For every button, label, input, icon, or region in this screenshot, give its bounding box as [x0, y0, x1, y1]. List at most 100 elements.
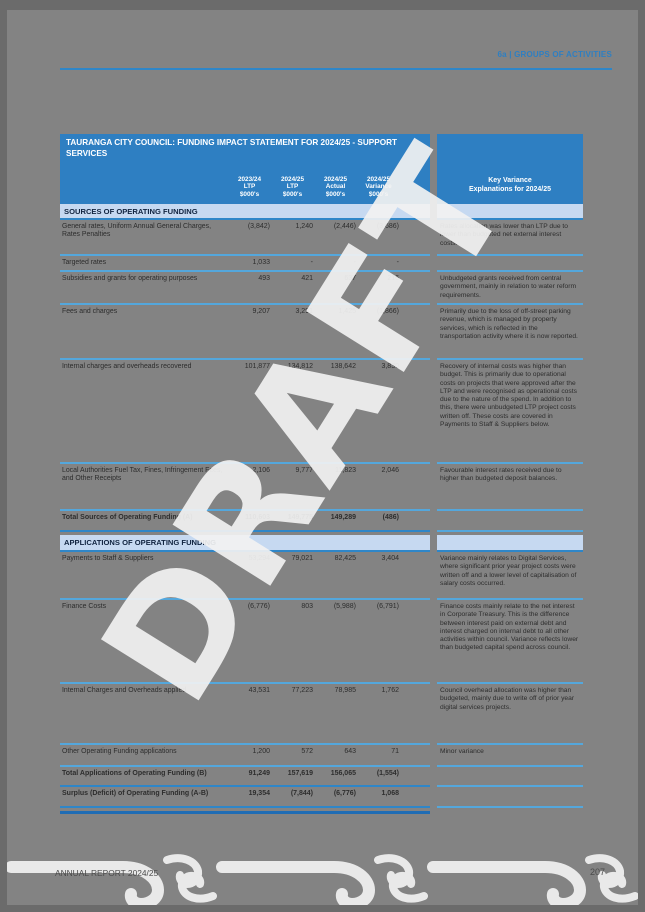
row-value: 1,068 [381, 790, 399, 797]
variance-note: Rates allocation was lower than LTP due … [437, 220, 583, 256]
row-value: 3,291 [295, 308, 313, 315]
row-value: 1,240 [295, 223, 313, 230]
row-value: 1,762 [381, 687, 399, 694]
row-label: Other Operating Funding applications [62, 748, 177, 755]
row-value: 71 [391, 748, 399, 755]
row-value: 493 [258, 275, 270, 282]
table-row: Finance Costs (6,776) 803 (5,988) (6,791… [60, 600, 430, 684]
row-label: Subsidies and grants for operating purpo… [62, 275, 198, 282]
row-value: 149,289 [330, 514, 356, 521]
row-label: Internal charges and overheads recovered [62, 363, 192, 370]
koru-pattern-icon [7, 851, 638, 905]
variance-note: Minor variance [437, 745, 583, 767]
right-spacer [400, 165, 430, 204]
row-value: 82,425 [334, 555, 356, 562]
row-value: (3,842) [247, 223, 270, 230]
row-value: 803 [301, 603, 313, 610]
row-value: 138,642 [330, 363, 356, 370]
report-page: 6a | GROUPS OF ACTIVITIES TAURANGA CITY … [7, 10, 638, 905]
row-value: 157,619 [287, 770, 313, 777]
footer-report-title: ANNUAL REPORT 2024/25 [55, 868, 159, 878]
row-value: 421 [301, 275, 313, 282]
row-label: Fees and charges [62, 308, 118, 315]
row-value: 216 [387, 275, 399, 282]
key-variance-sidebar: Key Variance Explanations for 2024/25 Ra… [437, 134, 583, 814]
row-value: 3,830 [381, 363, 399, 370]
variance-note-empty [437, 767, 583, 787]
row-label: Local Authorities Fuel Tax, Fines, Infri… [62, 467, 223, 483]
variance-note-empty [437, 787, 583, 808]
row-value: 149,775 [287, 514, 313, 521]
column-header-actual: 2024/25 Actual $000's [323, 175, 348, 199]
table-row: Targeted rates 1,033 - - - [60, 256, 430, 272]
row-label: Internal Charges and Overheads applied [62, 687, 187, 694]
row-value: - [353, 259, 356, 266]
row-value: 643 [344, 748, 356, 755]
row-value: (1,554) [376, 770, 399, 777]
row-value: 9,207 [252, 308, 270, 315]
variance-note: Primarily due to the loss of off-street … [437, 305, 583, 360]
row-label: Surplus (Deficit) of Operating Funding (… [62, 790, 209, 797]
variance-note: Favourable interest rates received due t… [437, 464, 583, 511]
row-value: (7,844) [290, 790, 313, 797]
row-label: General rates, Uniform Annual General Ch… [62, 223, 211, 239]
sidebar-band [437, 204, 583, 220]
table-row: Other Operating Funding applications 1,2… [60, 745, 430, 767]
row-value: 101,877 [244, 363, 270, 370]
row-value: 1,200 [252, 748, 270, 755]
row-value: (6,776) [247, 603, 270, 610]
column-header-row: 2023/24 LTP $000's 2024/25 LTP $000's 20… [60, 165, 430, 204]
table-row: Payments to Staff & Suppliers 53,294 79,… [60, 552, 430, 600]
header-rule [60, 68, 612, 70]
row-value: 637 [344, 275, 356, 282]
row-value: (5,988) [333, 603, 356, 610]
row-value: 9,777 [295, 467, 313, 474]
table-row: Subsidies and grants for operating purpo… [60, 272, 430, 305]
variance-note: Unbudgeted grants received from central … [437, 272, 583, 305]
table-row: Local Authorities Fuel Tax, Fines, Infri… [60, 464, 430, 511]
column-header-variance: 2024/25 Variance $000's [365, 175, 392, 199]
variance-note: Council overhead allocation was higher t… [437, 684, 583, 745]
table-row: Internal charges and overheads recovered… [60, 360, 430, 464]
funding-impact-table: TAURANGA CITY COUNCIL: FUNDING IMPACT ST… [60, 134, 430, 814]
row-value: 2,046 [381, 467, 399, 474]
table-row: Fees and charges 9,207 3,291 1,425 (1,86… [60, 305, 430, 360]
variance-note: Variance mainly relates to Digital Servi… [437, 552, 583, 600]
row-value: (6,791) [376, 603, 399, 610]
row-value: 110,603 [245, 514, 270, 521]
content-area: TAURANGA CITY COUNCIL: FUNDING IMPACT ST… [60, 134, 583, 814]
sidebar-title: Key Variance Explanations for 2024/25 [437, 134, 583, 204]
row-value: 77,223 [291, 687, 313, 694]
row-value: 19,354 [248, 790, 270, 797]
column-header-ltp-prev: 2023/24 LTP $000's [237, 175, 262, 199]
variance-note-empty [437, 256, 583, 272]
table-bottom-rule [60, 811, 430, 814]
row-value: 134,812 [287, 363, 313, 370]
variance-note: Finance costs mainly relate to the net i… [437, 600, 583, 684]
table-row: Internal Charges and Overheads applied 4… [60, 684, 430, 745]
row-label: Finance Costs [62, 603, 107, 610]
sources-section-header: SOURCES OF OPERATING FUNDING [60, 204, 430, 220]
row-value: (6,776) [333, 790, 356, 797]
row-value: 1,425 [338, 308, 356, 315]
sidebar-band [437, 535, 583, 552]
row-label: Payments to Staff & Suppliers [62, 555, 154, 562]
applications-section-header: APPLICATIONS OF OPERATING FUNDING [60, 535, 430, 552]
row-value: - [310, 259, 313, 266]
footer-page-number: 207 [589, 867, 605, 877]
row-value: (2,446) [333, 223, 356, 230]
row-value: (1,866) [376, 308, 399, 315]
total-sources-row: Total Sources of Operating Funding (A) 1… [60, 511, 430, 532]
row-value: 2,106 [252, 467, 270, 474]
row-value: - [396, 259, 399, 266]
row-label: Total Sources of Operating Funding (A) [62, 514, 193, 521]
row-value: 53,294 [248, 555, 270, 562]
row-value: 3,404 [381, 555, 399, 562]
row-value: 78,985 [334, 687, 356, 694]
row-value: 11,823 [335, 467, 356, 474]
row-value: 79,021 [291, 555, 313, 562]
table-row: General rates, Uniform Annual General Ch… [60, 220, 430, 256]
column-header-ltp: 2024/25 LTP $000's [280, 175, 305, 199]
row-value: (486) [382, 514, 399, 521]
